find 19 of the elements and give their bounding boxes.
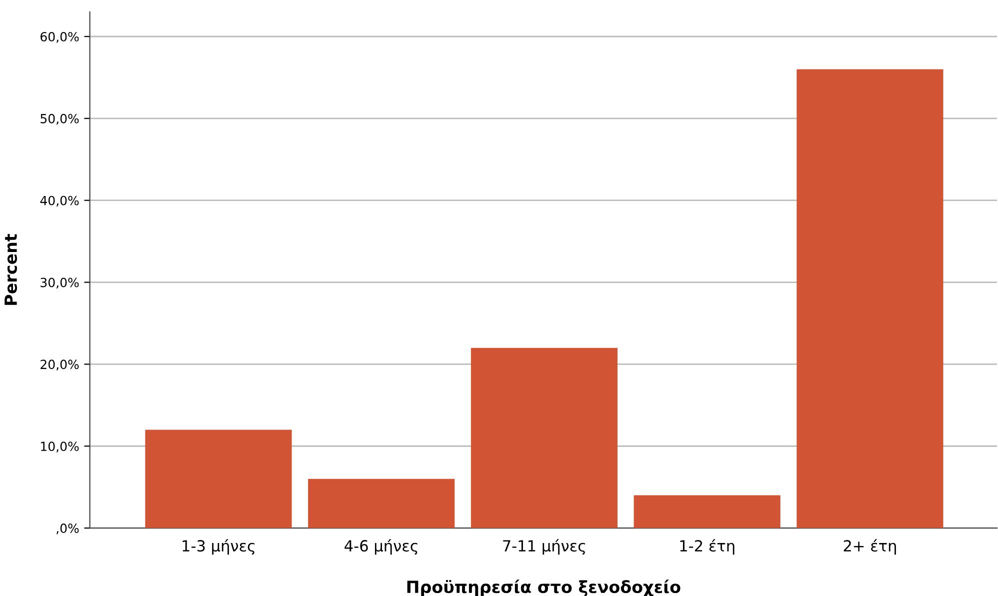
y-tick-label: 60,0% xyxy=(40,32,79,43)
x-tick-label: 1-2 έτη xyxy=(680,539,734,555)
x-tick-label: 2+ έτη xyxy=(844,539,896,555)
y-tick-label: 20,0% xyxy=(40,360,79,370)
bar xyxy=(470,348,618,528)
x-tick-label: 7-11 μήνες xyxy=(503,539,586,555)
bar xyxy=(634,495,780,528)
bar xyxy=(796,69,944,528)
y-tick-label: ,0% xyxy=(56,524,79,534)
bar xyxy=(145,430,292,528)
y-tick-label: 50,0% xyxy=(40,114,79,125)
y-axis-title: Percent xyxy=(4,234,18,305)
y-tick-label: 10,0% xyxy=(41,442,79,452)
y-tick-label: 40,0% xyxy=(40,196,79,207)
bar xyxy=(308,478,455,528)
y-tick-label: 30,0% xyxy=(40,278,79,288)
x-tick-label: 1-3 μήνες xyxy=(182,539,254,555)
x-tick-label: 4-6 μήνες xyxy=(344,539,418,555)
x-axis-title: Προϋπηρεσία στο ξενοδοχείο xyxy=(407,580,680,596)
